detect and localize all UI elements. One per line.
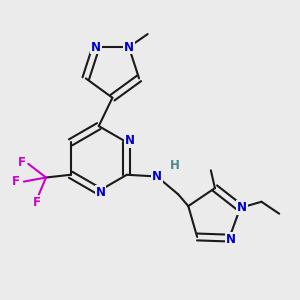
Text: N: N (95, 186, 106, 199)
Text: N: N (237, 201, 247, 214)
Text: N: N (124, 134, 135, 147)
Text: F: F (18, 156, 26, 169)
Text: F: F (12, 175, 20, 188)
Text: N: N (152, 170, 162, 183)
Text: H: H (170, 159, 180, 172)
Text: N: N (226, 233, 236, 246)
Text: N: N (124, 40, 134, 54)
Text: F: F (33, 196, 41, 208)
Text: N: N (91, 40, 101, 54)
